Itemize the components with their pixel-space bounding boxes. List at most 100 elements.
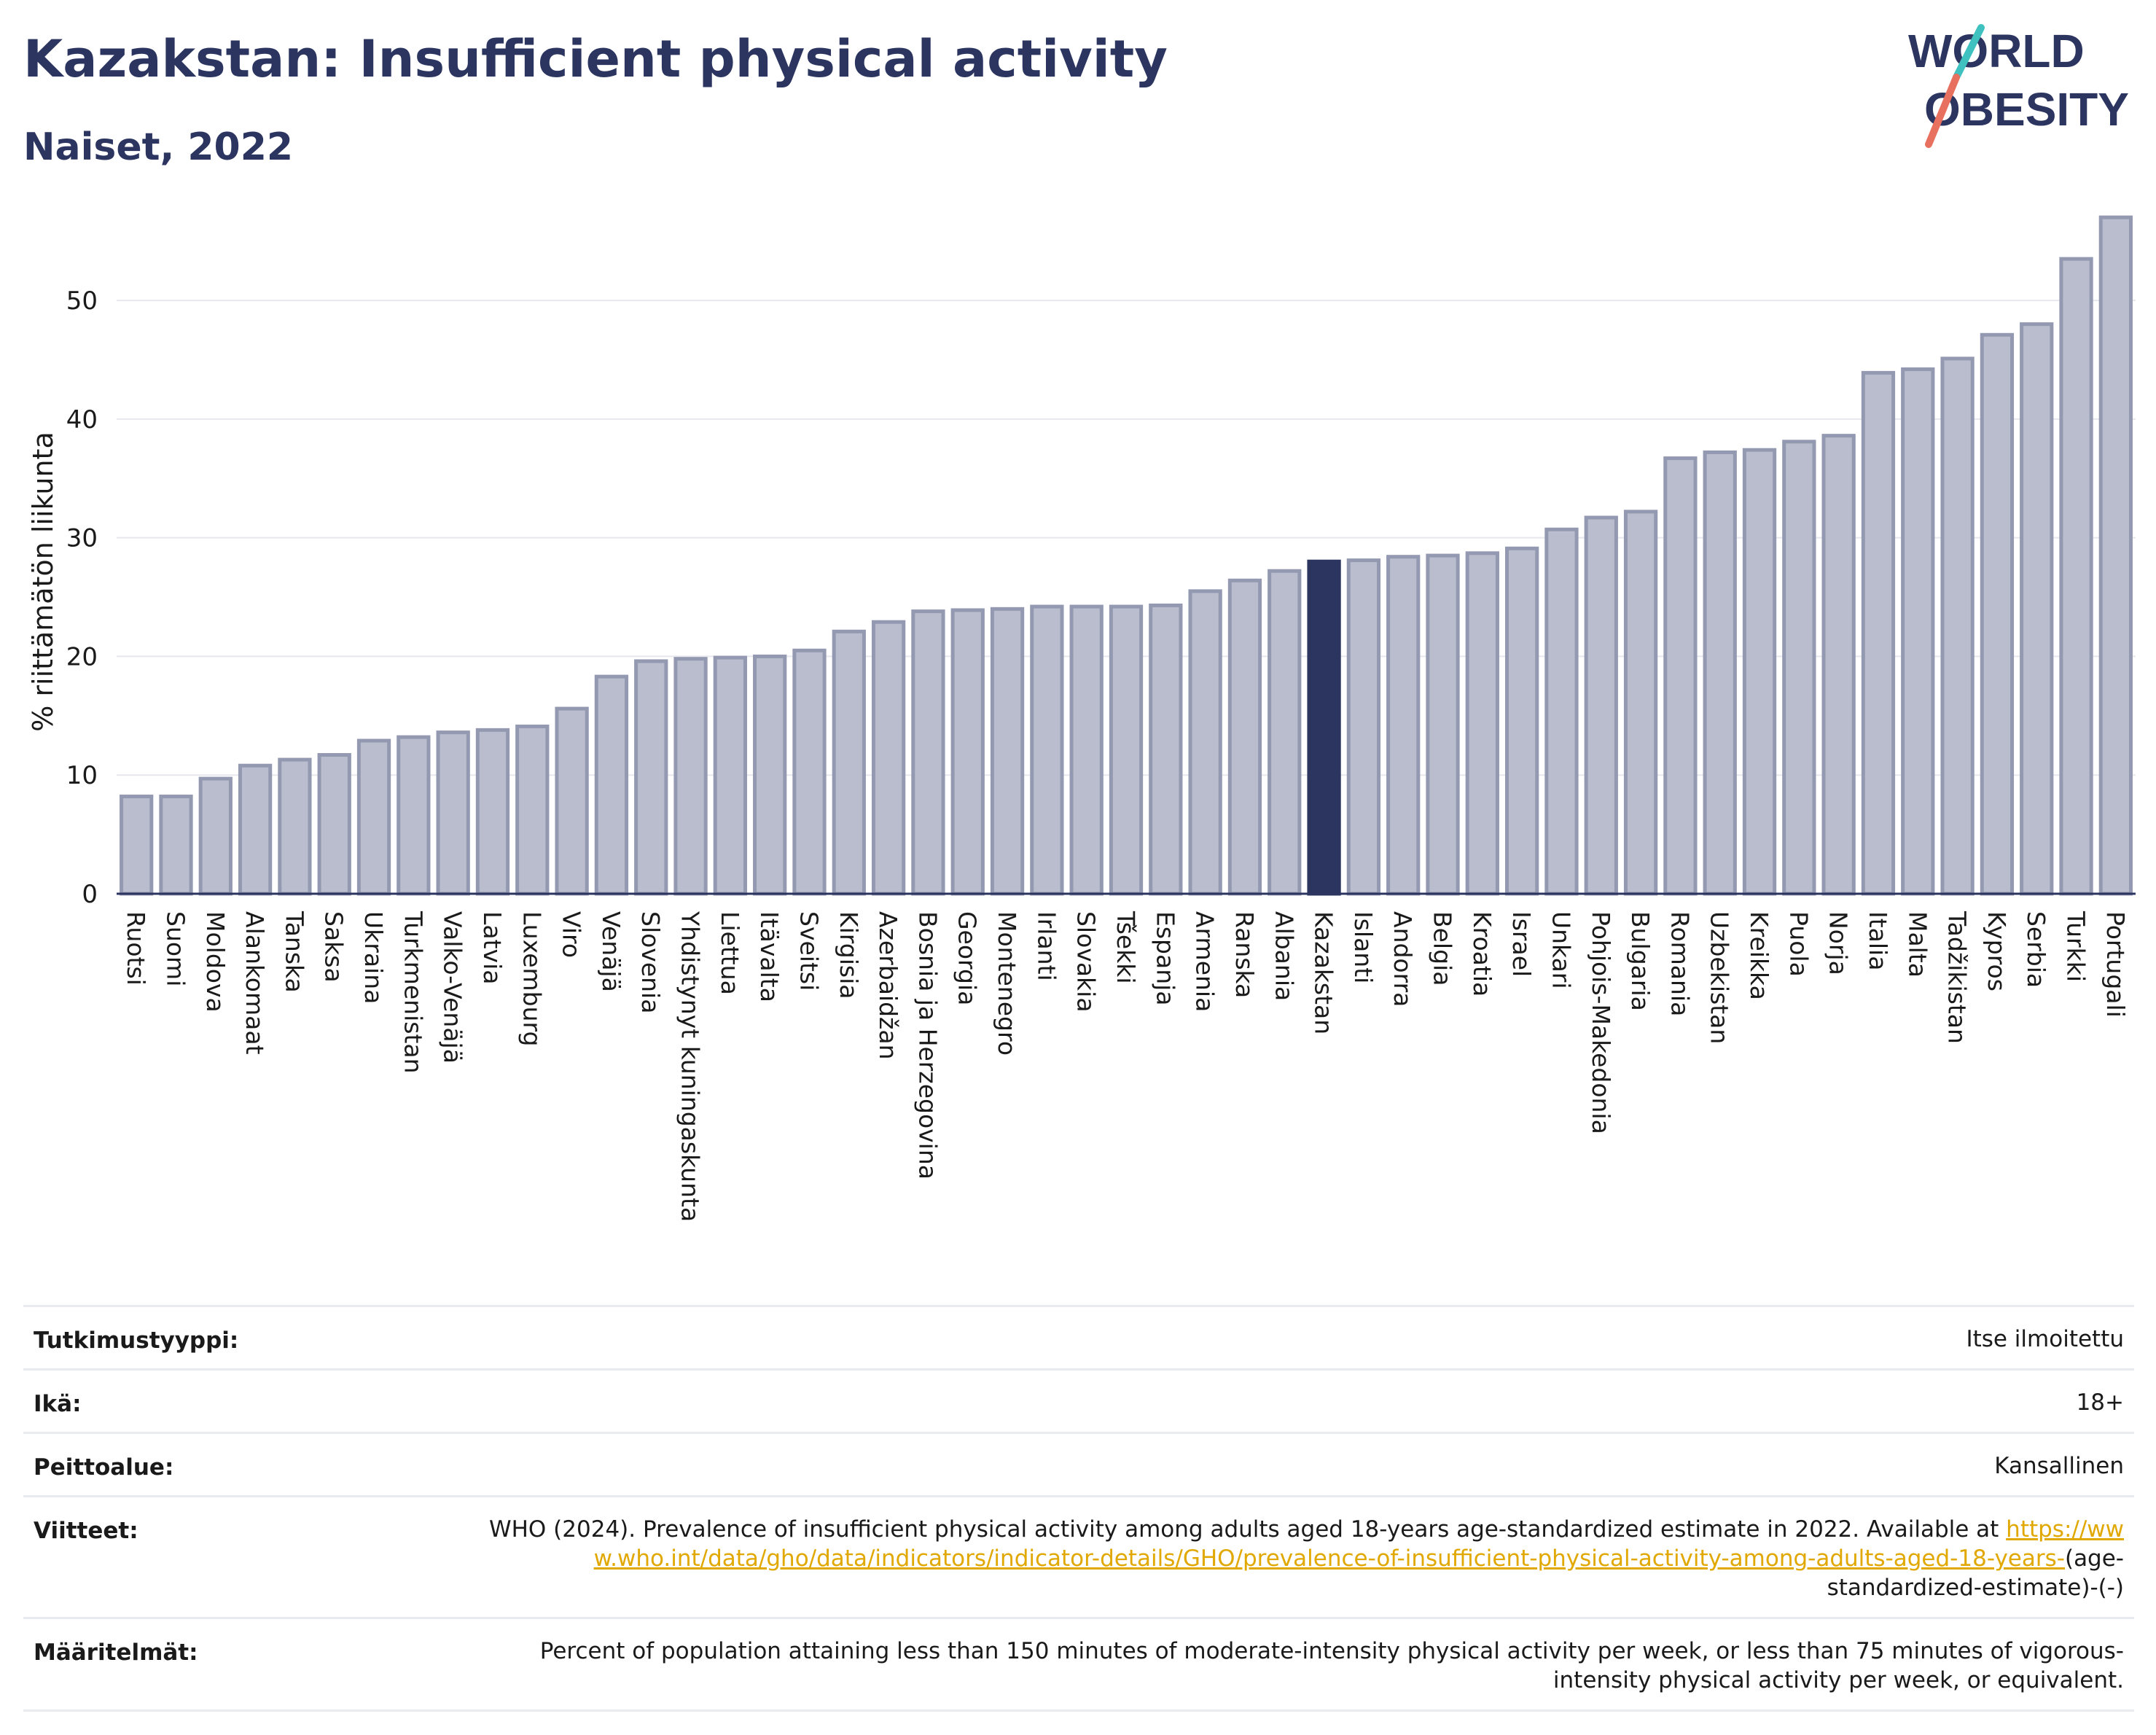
meta-value: 18+ xyxy=(2076,1389,2124,1416)
x-tick-label: Viro xyxy=(558,911,586,958)
bar-turkmenistan xyxy=(397,735,431,896)
x-tick-label: Kirgisia xyxy=(835,911,863,999)
bar-suomi xyxy=(159,795,193,896)
y-tick-label: 0 xyxy=(82,880,98,909)
x-tick-label: Puola xyxy=(1784,911,1813,977)
meta-value: Kansallinen xyxy=(1994,1453,2124,1479)
meta-label: Tutkimustyyppi: xyxy=(34,1327,239,1354)
meta-row-references: Viitteet: WHO (2024). Prevalence of insu… xyxy=(23,1495,2134,1617)
bar-azerbaid-an xyxy=(871,620,906,896)
x-tick-label: Tadžikistan xyxy=(1943,911,1972,1044)
bar-andorra xyxy=(1386,555,1421,896)
bar-viro xyxy=(555,706,589,896)
x-tick-label: Espanja xyxy=(1151,911,1179,1006)
x-tick-label: Moldova xyxy=(201,911,230,1013)
x-tick-label: Israel xyxy=(1507,911,1536,977)
x-tick-label: Turkmenistan xyxy=(399,911,427,1074)
bar-chart: 0 10 20 30 40 50 Ruotsi Suomi Moldova Alankomaat T… xyxy=(27,215,2136,1222)
bar-italia xyxy=(1861,370,1896,896)
bar-bulgaria xyxy=(1623,510,1658,896)
bar-ukraina xyxy=(356,738,391,896)
bar-montenegro xyxy=(990,607,1025,896)
bar-kreikka xyxy=(1742,448,1777,896)
x-tick-label: Serbia xyxy=(2022,911,2050,988)
y-tick-label: 20 xyxy=(66,642,98,671)
bar-romania xyxy=(1663,456,1698,896)
bar-uzbekistan xyxy=(1703,450,1737,896)
x-tick-label: Azerbaidžan xyxy=(874,911,902,1060)
meta-value: Percent of population attaining less tha… xyxy=(539,1638,2124,1693)
bar-serbia xyxy=(2020,322,2054,896)
x-tick-label: Kroatia xyxy=(1468,911,1496,997)
y-tick-label: 40 xyxy=(66,405,98,434)
x-tick-label: Valko-Venäjä xyxy=(439,911,467,1064)
bar-irlanti xyxy=(1030,604,1064,896)
x-tick-label: Pohjois-Makedonia xyxy=(1587,911,1615,1134)
x-tick-label: Ukraina xyxy=(359,911,388,1004)
page-subtitle: Naiset, 2022 xyxy=(23,125,294,169)
bar-saksa xyxy=(317,753,351,896)
bar-turkki xyxy=(2059,257,2093,896)
bar-latvia xyxy=(475,728,510,896)
logo-line2: OBESITY xyxy=(1924,83,2129,136)
x-tick-label: Georgia xyxy=(953,911,982,1005)
bar-israel xyxy=(1504,546,1539,896)
bar-kirgisia xyxy=(832,629,866,896)
x-tick-label: Unkari xyxy=(1547,911,1575,989)
x-tick-label: Malta xyxy=(1903,911,1932,978)
y-tick-label: 30 xyxy=(66,524,98,553)
x-tick-label: Sveitsi xyxy=(794,911,823,991)
x-tick-label: Bulgaria xyxy=(1626,911,1655,1011)
x-tick-label: Romania xyxy=(1665,911,1694,1016)
meta-row-definitions: Määritelmät: Percent of population attai… xyxy=(23,1617,2134,1712)
x-tick-label: Albania xyxy=(1270,911,1298,1001)
x-tick-label: Venäjä xyxy=(597,911,625,992)
bar-bosnia-ja-herzegovina xyxy=(911,609,945,896)
x-tick-label: Yhdistynyt kuningaskunta xyxy=(676,911,705,1222)
x-tick-label: Belgia xyxy=(1429,911,1457,986)
x-tick-label: Ruotsi xyxy=(122,911,150,986)
logo-slash-bottom xyxy=(1925,74,1960,148)
x-tick-label: Norja xyxy=(1824,911,1853,975)
bar-tanska xyxy=(278,757,312,896)
bar-espanja xyxy=(1149,603,1183,896)
x-tick-label: Irlanti xyxy=(1032,911,1061,981)
meta-label: Viitteet: xyxy=(34,1518,138,1544)
x-tick-label: Italia xyxy=(1864,911,1892,970)
bar-slovakia xyxy=(1069,604,1104,896)
reference-link[interactable]: https://www.who.int/data/gho/data/indica… xyxy=(593,1516,2124,1572)
x-tick-label: Luxemburg xyxy=(517,911,546,1046)
x-tick-label: Bosnia ja Herzegovina xyxy=(913,911,942,1180)
x-tick-label: Slovakia xyxy=(1072,911,1101,1013)
bar-unkari xyxy=(1544,527,1579,896)
x-tick-label: Tanska xyxy=(280,911,308,993)
x-tick-label: Kreikka xyxy=(1745,911,1773,1000)
bar-luxemburg xyxy=(515,724,550,896)
bar-liettua xyxy=(713,655,748,896)
meta-label: Peittoalue: xyxy=(34,1454,174,1481)
bar-valko-ven-j- xyxy=(436,730,470,896)
x-tick-label: Kazakstan xyxy=(1310,911,1338,1034)
x-tick-label: Liettua xyxy=(716,911,744,995)
logo-slash-top xyxy=(1953,24,1985,81)
meta-row-age: Ikä: 18+ xyxy=(23,1368,2134,1432)
bar-puola xyxy=(1782,440,1816,896)
bars xyxy=(120,215,2133,896)
x-tick-label: Uzbekistan xyxy=(1706,911,1734,1044)
x-tick-label: Andorra xyxy=(1388,911,1417,1007)
metadata-table: Tutkimustyyppi: Itse ilmoitettu Ikä: 18+… xyxy=(23,1305,2134,1712)
bar-kroatia xyxy=(1465,551,1499,896)
bar-malta xyxy=(1901,367,1935,896)
bar-tad-ikistan xyxy=(1940,356,1975,896)
x-tick-label: Portugali xyxy=(2101,911,2130,1018)
x-tick-label: Tšekki xyxy=(1112,911,1140,984)
y-tick-label: 10 xyxy=(66,761,98,790)
x-tick-label: Islanti xyxy=(1349,911,1378,983)
bar-armenia xyxy=(1188,589,1222,896)
bar-ven-j- xyxy=(594,674,629,896)
bar-portugali xyxy=(2098,215,2133,896)
page-title: Kazakstan: Insufficient physical activit… xyxy=(23,29,1168,89)
bar-ranska xyxy=(1227,578,1262,896)
bar-pohjois-makedonia xyxy=(1584,515,1618,896)
bar-ruotsi xyxy=(120,795,154,896)
